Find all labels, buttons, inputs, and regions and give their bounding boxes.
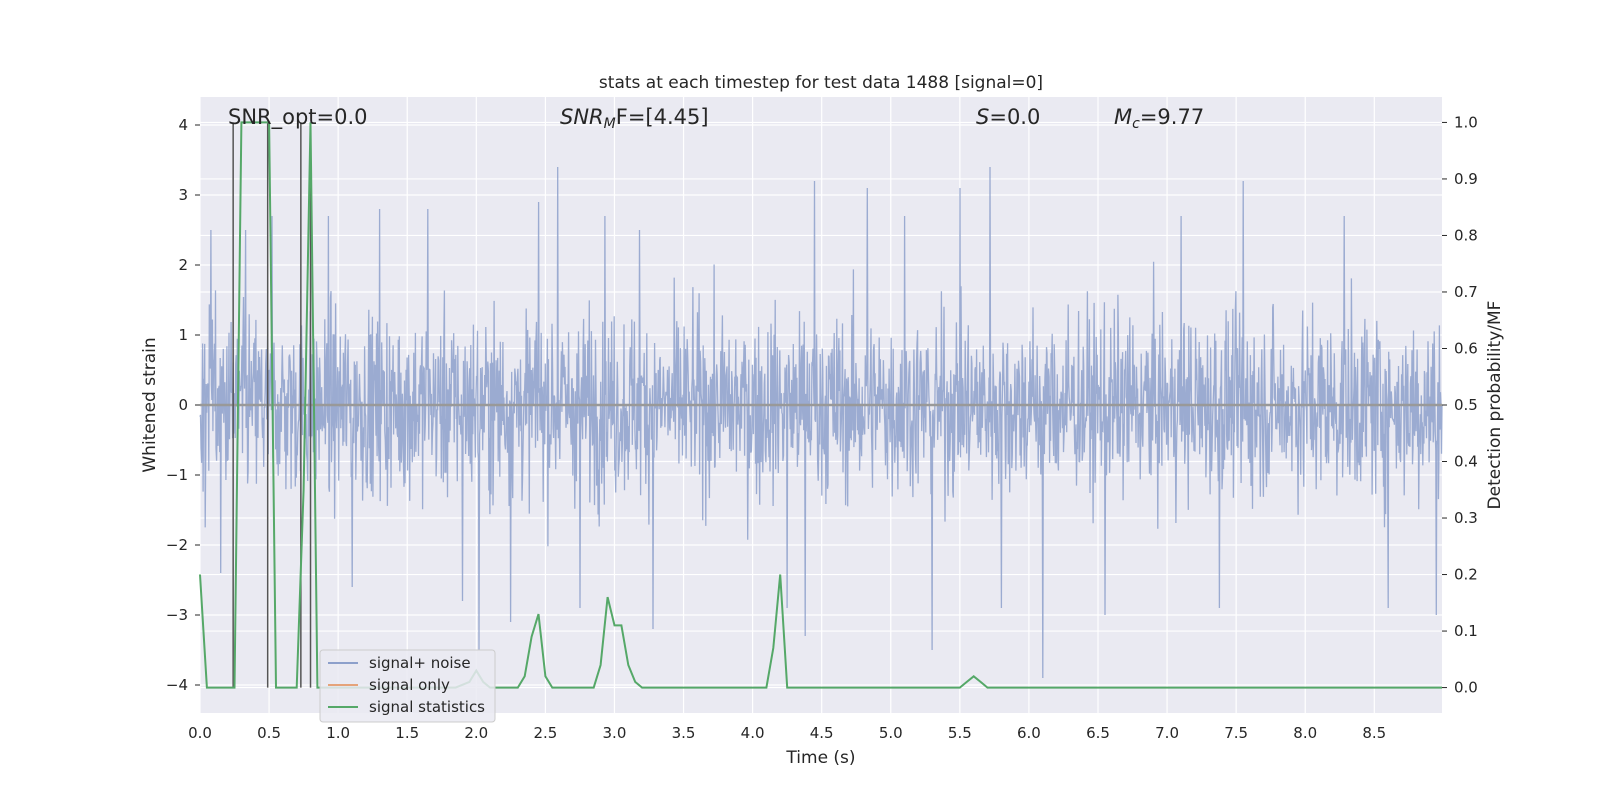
y2-tick-label: 0.0 bbox=[1454, 679, 1478, 697]
annotation-s-symbol: S bbox=[976, 105, 989, 129]
y2-tick-label: 0.8 bbox=[1454, 226, 1478, 244]
y2-tick-label: 1.0 bbox=[1454, 113, 1478, 131]
y2-tick-label: 0.5 bbox=[1454, 396, 1478, 414]
y-axis-label: Whitened strain bbox=[140, 337, 160, 472]
chart-title: stats at each timestep for test data 148… bbox=[599, 73, 1043, 93]
x-tick-label: 0.0 bbox=[188, 724, 212, 742]
annotation-snr-mf-value: F=[4.45] bbox=[616, 105, 709, 129]
x-tick-label: 2.0 bbox=[464, 724, 488, 742]
x-tick-label: 2.5 bbox=[533, 724, 557, 742]
x-tick-label: 6.0 bbox=[1017, 724, 1041, 742]
x-axis-label: Time (s) bbox=[785, 748, 855, 768]
annotation-s-value: =0.0 bbox=[989, 105, 1040, 129]
y-tick-label: 1 bbox=[178, 326, 188, 344]
y-axis-ticks: 4 3 2 1 0 −1 −2 −3 −4 bbox=[166, 116, 200, 694]
legend-box bbox=[319, 649, 496, 723]
y2-tick-label: 0.3 bbox=[1454, 509, 1478, 527]
annotation-s: S=0.0 bbox=[976, 105, 1040, 129]
x-axis-ticks: 0.0 0.5 1.0 1.5 2.0 2.5 3.0 3.5 4.0 4.5 5.0 5.5 6.0 6… bbox=[188, 724, 1386, 742]
y-tick-label: −3 bbox=[166, 606, 188, 624]
x-tick-label: 8.5 bbox=[1362, 724, 1386, 742]
y-tick-label: −4 bbox=[166, 676, 188, 694]
y-tick-label: −1 bbox=[166, 466, 188, 484]
y2-tick-label: 0.6 bbox=[1454, 339, 1478, 357]
x-tick-label: 7.5 bbox=[1224, 724, 1248, 742]
legend-label-signal-noise: signal+ noise bbox=[369, 654, 471, 672]
signal-statistics-line bbox=[199, 121, 1442, 689]
legend: signal+ noise signal only signal statist… bbox=[319, 649, 496, 723]
annotation-mc: Mc=9.77 bbox=[1114, 105, 1204, 132]
x-tick-label: 4.0 bbox=[741, 724, 765, 742]
y-tick-label: 3 bbox=[178, 186, 188, 204]
x-tick-label: 7.0 bbox=[1155, 724, 1179, 742]
legend-label-signal-statistics: signal statistics bbox=[369, 698, 485, 716]
annotation-mc-subscript: c bbox=[1132, 116, 1140, 132]
x-tick-label: 1.5 bbox=[395, 724, 419, 742]
y2-tick-label: 0.9 bbox=[1454, 170, 1478, 188]
y-tick-label: 2 bbox=[178, 256, 188, 274]
y2-axis-label: Detection probability/MF bbox=[1485, 301, 1505, 510]
y2-tick-label: 0.1 bbox=[1454, 622, 1478, 640]
y-tick-label: −2 bbox=[166, 536, 188, 554]
signal-plus-noise-line bbox=[199, 166, 1443, 679]
x-tick-label: 0.5 bbox=[257, 724, 281, 742]
signal-plus-noise-series bbox=[199, 166, 1443, 679]
signal-statistics-series bbox=[199, 121, 1442, 689]
annotation-snr-mf-symbol: SNR bbox=[560, 105, 604, 129]
x-tick-label: 6.5 bbox=[1086, 724, 1110, 742]
x-tick-label: 8.0 bbox=[1293, 724, 1317, 742]
y2-tick-label: 0.7 bbox=[1454, 283, 1478, 301]
legend-label-signal-only: signal only bbox=[369, 676, 450, 694]
x-tick-label: 5.5 bbox=[948, 724, 972, 742]
annotation-snr-opt: SNR_opt=0.0 bbox=[228, 105, 368, 130]
y-tick-label: 0 bbox=[178, 396, 188, 414]
x-tick-label: 1.0 bbox=[326, 724, 350, 742]
y2-tick-label: 0.4 bbox=[1454, 453, 1478, 471]
y2-tick-label: 0.2 bbox=[1454, 566, 1478, 584]
y-tick-label: 4 bbox=[178, 116, 188, 134]
x-tick-label: 4.5 bbox=[810, 724, 834, 742]
x-tick-label: 3.0 bbox=[603, 724, 627, 742]
annotation-mc-value: =9.77 bbox=[1140, 105, 1204, 129]
annotation-snr-mf: SNRMF=[4.45] bbox=[560, 105, 709, 132]
x-tick-label: 3.5 bbox=[672, 724, 696, 742]
annotation-snr-mf-subscript: M bbox=[604, 116, 616, 132]
annotation-mc-symbol: M bbox=[1114, 105, 1132, 129]
x-tick-label: 5.0 bbox=[879, 724, 903, 742]
y2-axis-ticks: 1.0 0.9 0.8 0.7 0.6 0.5 0.4 0.3 0.2 0.1 0.0 bbox=[1442, 113, 1478, 697]
